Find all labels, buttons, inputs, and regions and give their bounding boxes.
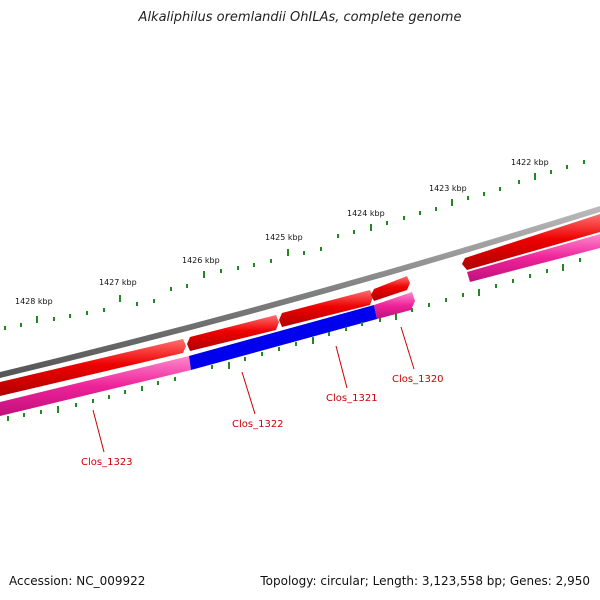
scale-label-1428: 1428 kbp (15, 297, 53, 306)
inner-ticks (7, 258, 581, 421)
leader-line-clos-1320 (400, 326, 415, 370)
gene-label-clos-1323: Clos_1323 (81, 457, 133, 468)
scale-label-1427: 1427 kbp (99, 278, 137, 287)
gene-label-clos-1322: Clos_1322 (232, 419, 284, 430)
gene-right-forward (462, 214, 600, 270)
gene-label-clos-1320: Clos_1320 (392, 374, 444, 385)
reverse-strand-genes (0, 234, 600, 416)
scale-label-1423: 1423 kbp (429, 184, 467, 193)
scale-label-1425: 1425 kbp (265, 233, 303, 242)
scale-label-1426: 1426 kbp (182, 256, 220, 265)
gene-clos-1323-forward (0, 339, 186, 396)
scale-ticks (4, 160, 585, 330)
gene-label-clos-1321: Clos_1321 (326, 393, 378, 404)
gene-clos-1323-reverse (0, 356, 191, 416)
genome-backbone (0, 206, 600, 378)
gene-clos-1322-reverse (189, 305, 377, 370)
gene-clos-1321-forward (279, 290, 373, 327)
accession-text: Accession: NC_009922 (9, 574, 146, 588)
gene-label-lines (92, 326, 415, 453)
genome-stats-text: Topology: circular; Length: 3,123,558 bp… (260, 574, 590, 588)
scale-labels: 1428 kbp 1427 kbp 1426 kbp 1425 kbp 1424… (15, 158, 549, 306)
gene-right-reverse (467, 234, 600, 282)
forward-strand-genes (0, 214, 600, 396)
leader-line-clos-1323 (92, 409, 105, 453)
leader-line-clos-1321 (335, 345, 348, 389)
leader-line-clos-1322 (241, 371, 256, 415)
scale-label-1422: 1422 kbp (511, 158, 549, 167)
map-title: Alkaliphilus oremlandii OhILAs, complete… (138, 10, 462, 25)
gene-clos-1320-forward (371, 276, 410, 301)
gene-labels: Clos_1323 Clos_1322 Clos_1321 Clos_1320 (81, 374, 444, 468)
gene-clos-1320-reverse (374, 292, 415, 319)
scale-label-1424: 1424 kbp (347, 209, 385, 218)
gene-clos-1322-forward (187, 315, 279, 351)
